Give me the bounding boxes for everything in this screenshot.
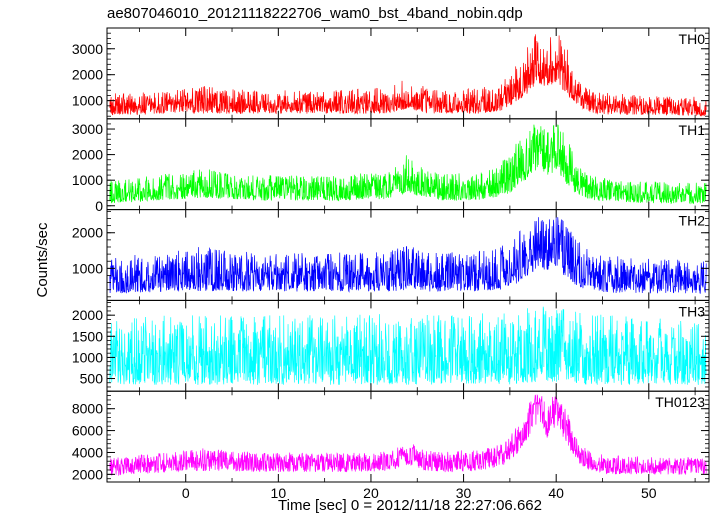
y-tick-label: 2000 (72, 67, 103, 83)
panel-label: TH1 (679, 122, 706, 138)
x-tick-label: 0 (182, 485, 190, 501)
y-tick-label: 4000 (72, 444, 103, 460)
panels-group: 1000 2000 3000 TH0 0 1000 2000 3000 TH1 1000 2000 T… (72, 27, 710, 501)
panel-frame (106, 390, 710, 483)
y-tick-label: 3000 (72, 41, 103, 57)
x-tick-label: 50 (641, 485, 657, 501)
chart-title: ae807046010_20121118222706_wam0_bst_4ban… (107, 5, 523, 22)
y-tick-label: 1500 (72, 328, 103, 344)
y-tick-label: 8000 (72, 401, 103, 417)
panel-th3: 500 1000 1500 2000 TH3 (72, 299, 710, 392)
y-tick-label: 2000 (72, 466, 103, 482)
panel-th0123: 2000 4000 6000 8000 TH0123 (72, 390, 710, 483)
y-tick-label: 2000 (72, 147, 103, 163)
y-tick-label: 3000 (72, 121, 103, 137)
x-tick-label: 20 (363, 485, 379, 501)
panel-label: TH0 (679, 31, 706, 47)
y-tick-label: 0 (95, 198, 103, 214)
panel-label: TH3 (679, 303, 706, 319)
y-tick-label: 1000 (72, 172, 103, 188)
y-tick-label: 1000 (72, 93, 103, 109)
panel-th2: 1000 2000 TH2 (72, 209, 710, 301)
series-line-th1 (109, 124, 707, 205)
panel-th0: 1000 2000 3000 TH0 (72, 27, 710, 120)
panel-label: TH2 (679, 213, 706, 229)
panel-label: TH0123 (655, 394, 705, 410)
x-tick-label: 40 (548, 485, 564, 501)
x-axis-label: Time [sec] 0 = 2012/11/18 22:27:06.662 (278, 497, 542, 514)
series-line-th0123 (109, 394, 707, 477)
y-tick-label: 1000 (72, 260, 103, 276)
series-line-th3 (109, 306, 707, 385)
panel-th1: 0 1000 2000 3000 TH1 (72, 118, 710, 214)
y-tick-label: 1000 (72, 349, 103, 365)
x-tick-label: 30 (456, 485, 472, 501)
y-tick-label: 500 (80, 371, 104, 387)
series-line-th2 (109, 217, 707, 294)
y-tick-label: 2000 (72, 307, 103, 323)
y-tick-label: 6000 (72, 423, 103, 439)
y-tick-label: 2000 (72, 225, 103, 241)
y-axis-label: Counts/sec (34, 222, 51, 298)
series-line-th0 (109, 34, 707, 117)
x-tick-label: 10 (271, 485, 287, 501)
